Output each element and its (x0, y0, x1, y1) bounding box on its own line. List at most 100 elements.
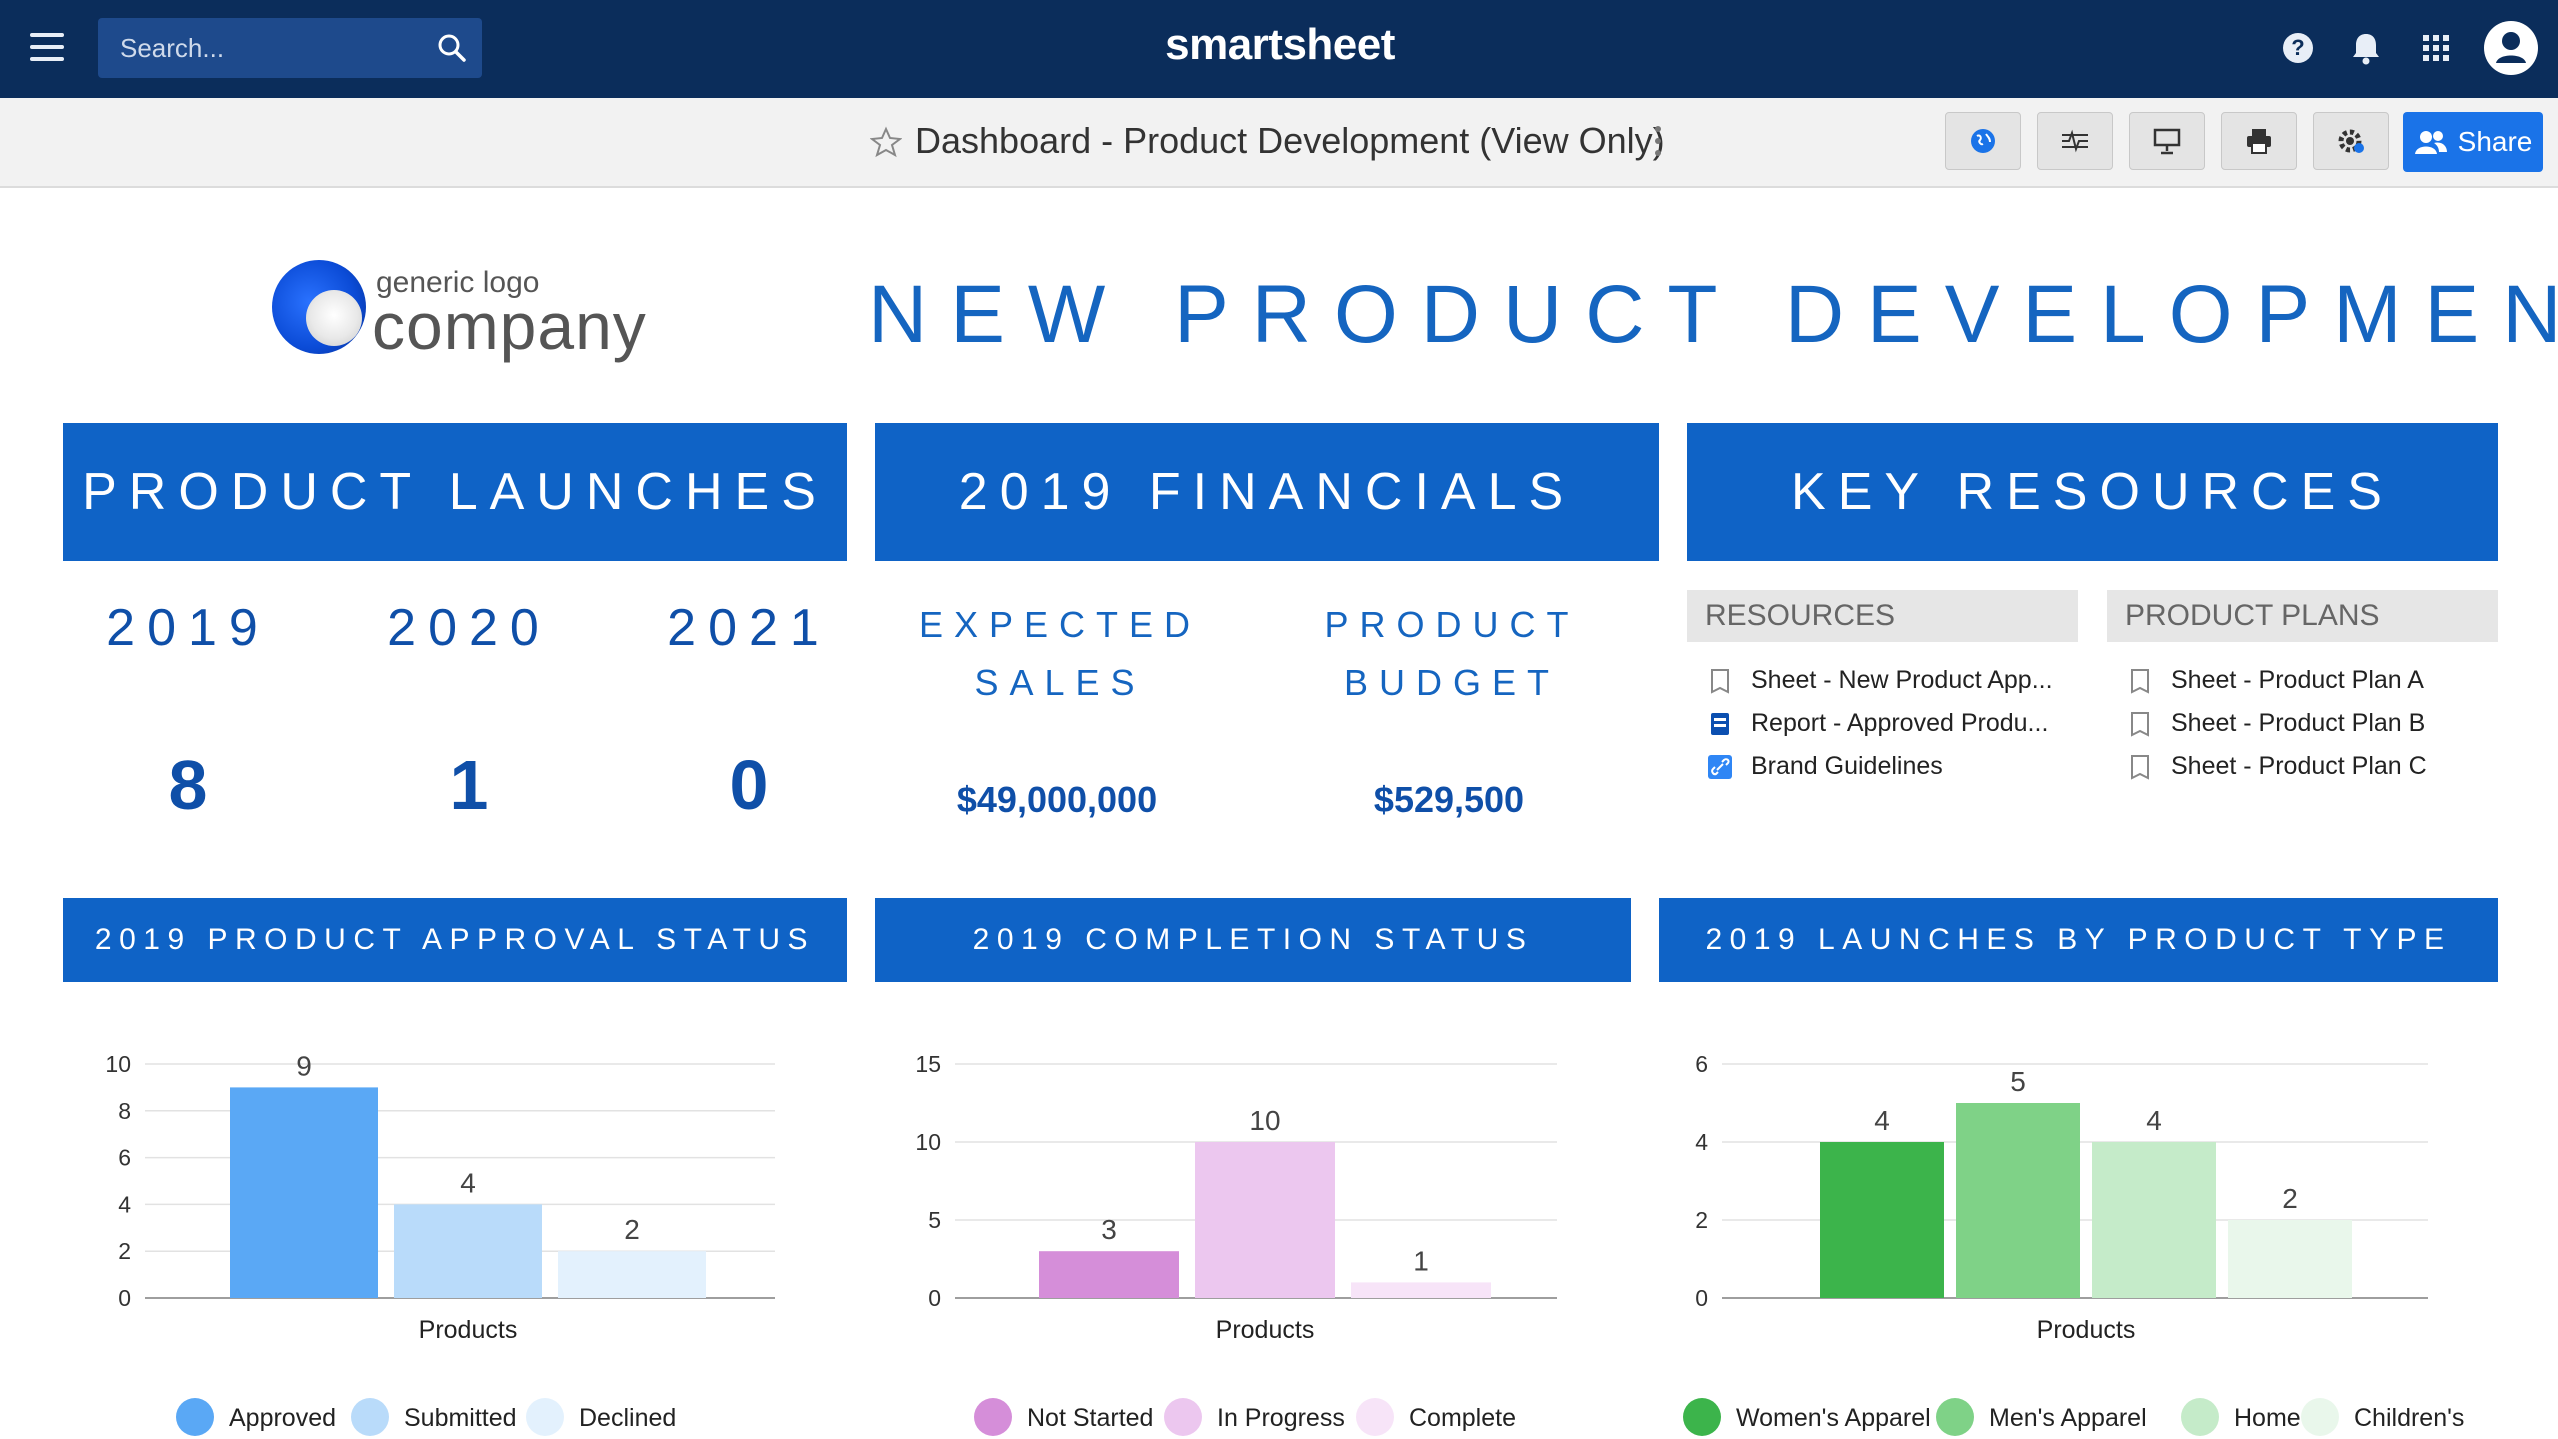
product-plans-column-header: PRODUCT PLANS (2107, 590, 2498, 642)
legend-label: Not Started (1027, 1404, 1153, 1432)
more-options-icon[interactable] (1652, 126, 1664, 160)
notifications-bell-icon[interactable] (2344, 26, 2388, 70)
logo-mark (272, 260, 366, 354)
bar-complete[interactable] (1351, 1282, 1491, 1298)
print-button[interactable] (2221, 112, 2297, 170)
launches-by-type-chart: 0 2 4 6 4 5 4 2 Products Women's Apparel Men's App… (1650, 1030, 2464, 1436)
sheet-icon (2131, 755, 2149, 780)
legend-swatch (2301, 1398, 2339, 1436)
bar-declined[interactable] (558, 1251, 706, 1298)
legend-swatch (526, 1398, 564, 1436)
people-icon (2414, 131, 2447, 154)
data-label: 1 (1413, 1245, 1429, 1276)
x-axis-label: Products (419, 1316, 518, 1344)
favorite-star-icon[interactable] (870, 126, 902, 158)
legend-label: In Progress (1217, 1404, 1345, 1432)
resources-column-header: RESOURCES (1687, 590, 2078, 642)
legend-label: Home (2234, 1404, 2301, 1432)
share-label: Share (2457, 126, 2533, 157)
legend-label: Women's Apparel (1736, 1404, 1931, 1432)
search-input[interactable] (98, 18, 428, 78)
y-tick-label: 0 (928, 1285, 941, 1311)
logo-wordmark: company (372, 289, 647, 363)
bar-submitted[interactable] (394, 1204, 542, 1298)
legend-label: Children's (2354, 1404, 2464, 1432)
completion-status-chart: 0 5 10 15 3 10 1 Products Not Started In Progress… (845, 1030, 1645, 1436)
bar-in-progress[interactable] (1195, 1142, 1335, 1298)
activity-log-button[interactable] (2037, 112, 2113, 170)
data-label: 4 (2146, 1105, 2162, 1136)
legend-swatch (2181, 1398, 2219, 1436)
bar-not-started[interactable] (1039, 1251, 1179, 1298)
y-tick-label: 15 (915, 1051, 941, 1077)
data-label: 10 (1249, 1105, 1280, 1136)
completion-status-header: 2019 COMPLETION STATUS (875, 898, 1631, 982)
menu-icon[interactable] (30, 33, 64, 63)
app-launcher-grid-icon[interactable] (2414, 26, 2458, 70)
approval-status-chart: 0 2 4 6 8 10 9 4 2 Products Approved Submitted Decli… (50, 1030, 850, 1436)
settings-gear-icon (2338, 129, 2364, 153)
globe-icon (1971, 129, 1995, 153)
launches-by-type-chart-svg: 0 2 4 6 4 5 4 2 Products Women's Apparel Men's App… (1683, 1051, 2464, 1436)
search-box[interactable] (98, 18, 482, 78)
resource-link-label: Report - Approved Produ... (1751, 709, 2049, 737)
completion-status-chart-svg: 0 5 10 15 3 10 1 Products Not Started In Progress… (915, 1051, 1557, 1436)
bar-men-s-apparel[interactable] (1956, 1103, 2080, 1298)
launch-count-2021: 0 (729, 746, 769, 824)
sheet-icon (2131, 669, 2149, 694)
bar-home[interactable] (2092, 1142, 2216, 1298)
y-tick-label: 0 (1695, 1285, 1708, 1311)
product-budget-label-line2: BUDGET (1343, 662, 1560, 703)
link-icon (1708, 755, 1732, 779)
y-tick-label: 0 (118, 1285, 131, 1311)
financials-header: 2019 FINANCIALS (875, 423, 1659, 561)
legend-swatch (1356, 1398, 1394, 1436)
expected-sales-label-line2: SALES (974, 662, 1146, 703)
svg-text:?: ? (2291, 35, 2304, 60)
bar-approved[interactable] (230, 1087, 378, 1298)
brand-logo: smartsheet (1165, 20, 1395, 69)
user-avatar[interactable] (2484, 21, 2538, 75)
legend-label: Submitted (404, 1404, 517, 1432)
data-label: 5 (2010, 1066, 2026, 1097)
help-icon[interactable]: ? (2276, 26, 2320, 70)
publish-button[interactable] (1945, 112, 2021, 170)
product-plan-link-label: Sheet - Product Plan C (2171, 752, 2427, 780)
share-button[interactable]: Share (2403, 112, 2543, 172)
y-tick-label: 4 (118, 1191, 131, 1217)
legend-label: Complete (1409, 1404, 1516, 1432)
resource-link-label: Sheet - New Product App... (1751, 666, 2053, 694)
bar-women-s-apparel[interactable] (1820, 1142, 1944, 1298)
key-resources-header: KEY RESOURCES (1687, 423, 2498, 561)
launches-by-type-header: 2019 LAUNCHES BY PRODUCT TYPE (1659, 898, 2498, 982)
approval-status-chart-svg: 0 2 4 6 8 10 9 4 2 Products Approved Submitted Decli… (105, 1050, 775, 1436)
legend-swatch (176, 1398, 214, 1436)
user-icon (2496, 32, 2526, 63)
data-label: 2 (624, 1214, 640, 1245)
expected-sales-label-line1: EXPECTED (918, 604, 1202, 645)
launch-year-2019: 2019 (106, 599, 270, 657)
report-icon (1711, 713, 1729, 735)
logo-tagline: generic logo (376, 266, 540, 299)
activity-icon (2062, 129, 2088, 153)
y-tick-label: 5 (928, 1207, 941, 1233)
product-budget-label: PRODUCT BUDGET (1272, 596, 1632, 712)
data-label: 4 (460, 1167, 476, 1198)
y-tick-label: 6 (118, 1145, 131, 1171)
approval-status-header: 2019 PRODUCT APPROVAL STATUS (63, 898, 847, 982)
printer-icon (2247, 129, 2271, 154)
bar-children-s[interactable] (2228, 1220, 2352, 1298)
sheet-icon (1711, 669, 1729, 694)
y-tick-label: 6 (1695, 1051, 1708, 1077)
product-plan-link-label: Sheet - Product Plan B (2171, 709, 2426, 737)
x-axis-label: Products (2037, 1316, 2136, 1344)
launch-count-2019: 8 (168, 746, 208, 824)
dashboard-settings-button[interactable] (2313, 112, 2389, 170)
legend-swatch (351, 1398, 389, 1436)
page-title: NEW PRODUCT DEVELOPMENT (868, 269, 2558, 360)
top-nav-bar: smartsheet ? (0, 0, 2558, 98)
presentation-mode-button[interactable] (2129, 112, 2205, 170)
dashboard-title: Dashboard - Product Development (View On… (915, 120, 1665, 161)
search-icon[interactable] (436, 32, 468, 64)
resource-link-label: Brand Guidelines (1751, 752, 1943, 780)
